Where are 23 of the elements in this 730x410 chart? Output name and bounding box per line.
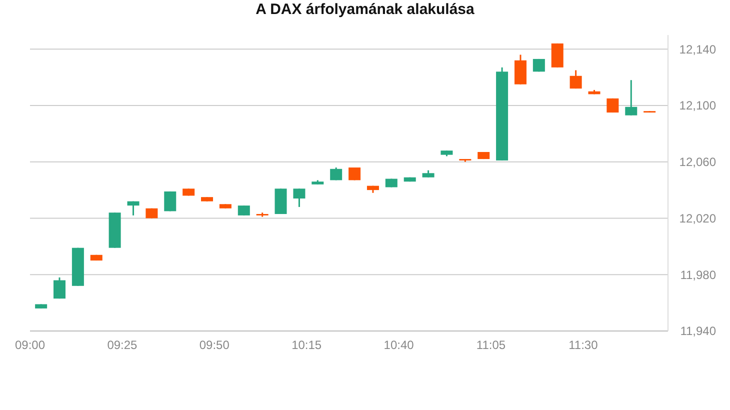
- candlestick: [625, 79, 638, 116]
- candlestick: [53, 276, 66, 300]
- y-tick-label: 12,020: [679, 211, 716, 226]
- chart-title: A DAX árfolyamának alakulása: [256, 1, 476, 18]
- x-tick-label: 09:00: [14, 338, 46, 352]
- x-tick-label: 11:05: [476, 338, 506, 352]
- candlestick: [293, 188, 306, 208]
- x-tick-label: 10:15: [292, 338, 322, 352]
- y-tick-label: 12,100: [679, 98, 716, 113]
- x-tick-label: 09:25: [107, 338, 138, 352]
- candlestick: [570, 69, 582, 90]
- candlestick: [514, 54, 526, 86]
- y-tick-label: 12,140: [679, 42, 716, 56]
- candlestick: [330, 166, 342, 181]
- x-tick-label: 10:40: [384, 338, 414, 352]
- y-tick-label: 12,060: [679, 155, 716, 170]
- candlestick: [551, 42, 564, 68]
- candlestick: [127, 200, 140, 216]
- x-tick-label: 09:50: [199, 338, 230, 352]
- y-tick-label: 11,980: [680, 268, 716, 282]
- candlestick: [238, 204, 250, 216]
- x-tick-label: 11:30: [568, 338, 598, 352]
- y-tick-label: 11,940: [680, 324, 716, 338]
